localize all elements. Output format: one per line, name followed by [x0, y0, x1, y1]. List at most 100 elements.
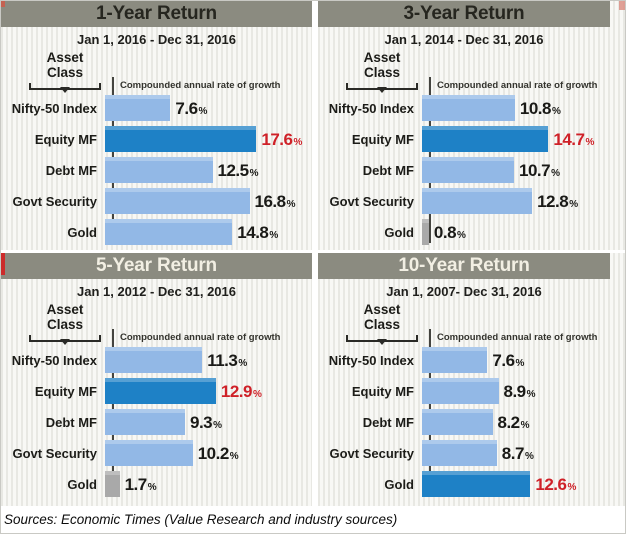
category-label: Govt Security [12, 193, 97, 209]
bar-value-number: 11.3 [207, 350, 238, 370]
percent-sign: % [198, 105, 208, 117]
chart-title-band: 10-Year Return [318, 253, 610, 279]
bar-track: 14.8% [105, 219, 312, 245]
plot-header-row: Asset Class Compounded annual rate of gr… [1, 302, 312, 347]
bar-row: Equity MF 8.9% [318, 378, 625, 404]
bar [105, 95, 171, 121]
bar [105, 440, 193, 466]
bar-value-label: 7.6% [175, 100, 207, 117]
category-label: Gold [384, 476, 414, 492]
bar-value-number: 10.7 [519, 160, 551, 180]
bar [105, 378, 216, 404]
bar-track: 7.6% [422, 347, 625, 373]
bar-row: Debt MF 10.7% [318, 157, 625, 183]
category-label: Govt Security [329, 193, 414, 209]
category-label: Nifty-50 Index [328, 352, 414, 368]
bar-rows: Nifty-50 Index 7.6% Equity MF 17.6% Debt MF 1… [1, 95, 312, 245]
bar-track: 10.7% [422, 157, 625, 183]
bar-value-label: 16.8% [255, 193, 296, 210]
y-axis-title-line2: Class [363, 316, 401, 332]
bar-track: 0.8% [422, 219, 625, 245]
bar-track: 7.6% [105, 95, 312, 121]
bar-row: Gold 1.7% [1, 471, 312, 497]
percent-sign: % [293, 136, 303, 148]
category-label: Equity MF [351, 383, 414, 399]
bar-track: 10.8% [422, 95, 625, 121]
bar-row: Nifty-50 Index 7.6% [318, 347, 625, 373]
percent-sign: % [252, 388, 262, 400]
bar-rows: Nifty-50 Index 10.8% Equity MF 14.7% Debt MF… [318, 95, 625, 245]
chart-body: Jan 1, 2014 - Dec 31, 2016 Asset Class C… [318, 27, 625, 245]
x-axis-title: Compounded annual rate of growth [437, 80, 598, 91]
bar-track: 12.5% [105, 157, 312, 183]
percent-sign: % [551, 105, 561, 117]
bar [422, 347, 488, 373]
category-label: Debt MF [45, 162, 97, 178]
bar [105, 409, 185, 435]
category-label: Debt MF [362, 414, 414, 430]
bar-row: Equity MF 14.7% [318, 126, 625, 152]
plot-area: Asset Class Compounded annual rate of gr… [1, 302, 312, 497]
bar-rows: Nifty-50 Index 11.3% Equity MF 12.9% Debt MF… [1, 347, 312, 497]
bar-value-number: 14.7 [553, 129, 585, 149]
x-axis-title: Compounded annual rate of growth [120, 80, 281, 91]
category-label: Gold [67, 476, 97, 492]
chart-subtitle: Jan 1, 2007- Dec 31, 2016 [386, 284, 542, 299]
bar-value-number: 16.8 [254, 191, 287, 211]
y-axis-title-line1: Asset [363, 50, 401, 65]
y-axis-title-line2: Class [46, 316, 84, 332]
plot-header-row: Asset Class Compounded annual rate of gr… [1, 50, 312, 95]
bar-row: Gold 14.8% [1, 219, 312, 245]
chart-title-band: 5-Year Return [1, 253, 312, 279]
y-axis-title-line2: Class [46, 64, 84, 80]
bar-value-number: 8.2 [497, 412, 521, 432]
percent-sign: % [147, 481, 157, 493]
chart-title-band: 1-Year Return [1, 1, 312, 27]
bar-value-number: 17.6 [261, 129, 293, 149]
chart-grid: 1-Year Return Jan 1, 2016 - Dec 31, 2016… [1, 1, 625, 506]
bar-track: 8.9% [422, 378, 625, 404]
bar-value-number: 1.7 [124, 474, 148, 494]
category-label: Equity MF [34, 383, 97, 399]
category-label: Govt Security [12, 445, 97, 461]
bar-row: Debt MF 8.2% [318, 409, 625, 435]
bar [422, 378, 499, 404]
percent-sign: % [457, 229, 466, 241]
chart-body: Jan 1, 2012 - Dec 31, 2016 Asset Class C… [1, 279, 312, 497]
x-axis-title: Compounded annual rate of growth [437, 332, 598, 343]
chart-title: 5-Year Return [96, 255, 217, 276]
chart-subtitle: Jan 1, 2014 - Dec 31, 2016 [384, 32, 544, 47]
red-edge-artifact [619, 1, 625, 10]
bar [105, 347, 203, 373]
bar-row: Nifty-50 Index 11.3% [1, 347, 312, 373]
category-label: Debt MF [45, 414, 97, 430]
bar [105, 471, 120, 497]
bar-value-number: 7.6 [175, 98, 198, 118]
bar-value-label: 14.8% [237, 224, 278, 241]
plot-area: Asset Class Compounded annual rate of gr… [1, 50, 312, 245]
percent-sign: % [526, 388, 536, 400]
y-axis-title: Asset Class [23, 302, 107, 345]
bar-value-label: 10.8% [520, 100, 561, 117]
category-label: Equity MF [351, 131, 414, 147]
percent-sign: % [551, 167, 560, 179]
bar-track: 1.7% [105, 471, 312, 497]
bar-track: 12.9% [105, 378, 312, 404]
category-label: Govt Security [329, 445, 414, 461]
bar [105, 188, 250, 214]
bar-track: 11.3% [105, 347, 312, 373]
bar-value-number: 10.8 [519, 98, 552, 118]
bar-track: 12.6% [422, 471, 625, 497]
bar-track: 8.7% [422, 440, 625, 466]
category-label: Equity MF [34, 131, 97, 147]
bar-row: Gold 12.6% [318, 471, 625, 497]
brace-down-icon [346, 334, 418, 345]
bar-value-number: 14.8 [237, 222, 269, 242]
bar-value-label: 7.6% [492, 352, 524, 369]
bar-value-label: 17.6% [261, 131, 302, 148]
bar-track: 16.8% [105, 188, 312, 214]
plot-header-row: Asset Class Compounded annual rate of gr… [318, 50, 625, 95]
chart-title: 10-Year Return [398, 255, 530, 276]
bar-value-number: 8.9 [503, 381, 527, 401]
